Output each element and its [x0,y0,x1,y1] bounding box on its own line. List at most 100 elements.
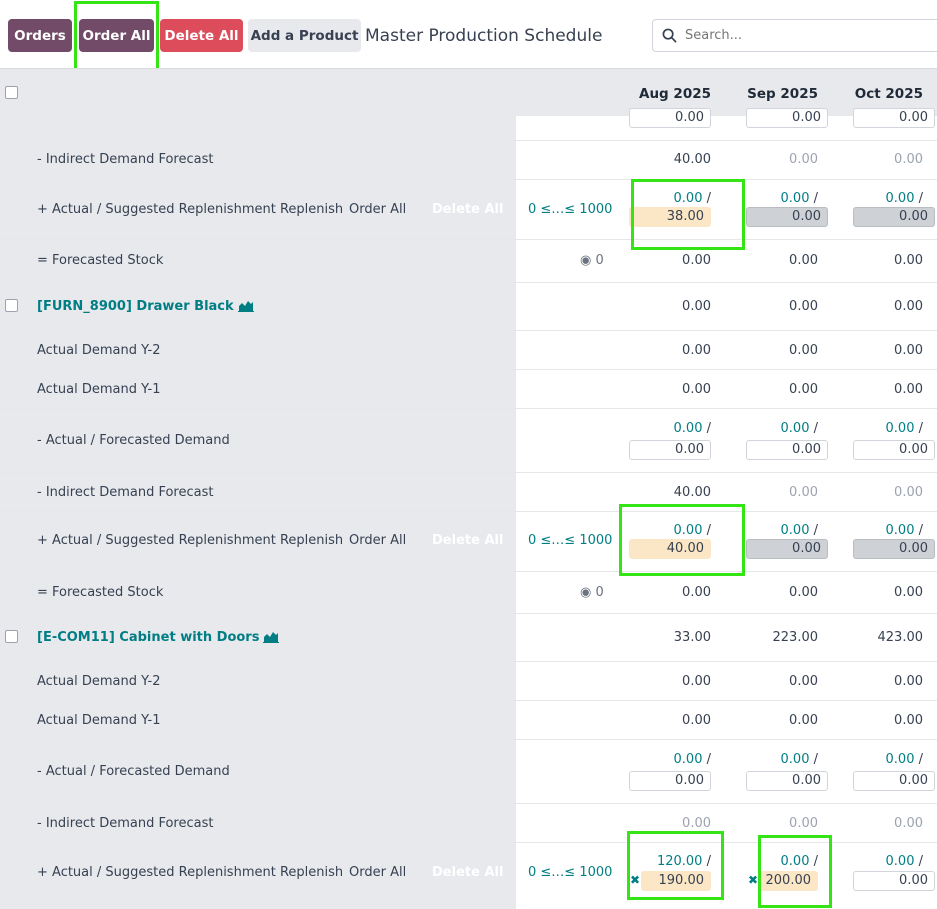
select-all-checkbox[interactable] [5,86,18,99]
row-delete-all-button[interactable]: Delete All [432,202,504,217]
cell-value: 0.00 [682,253,711,268]
cell-value: 0.00 [682,299,711,314]
replenishment-label: + Actual / Suggested Replenishment [37,533,276,548]
area-chart-icon[interactable] [237,299,254,312]
row-label-panel [0,473,516,511]
product-checkbox[interactable] [5,630,18,643]
cell-value: 0.00 [682,674,711,689]
row-label-panel [0,843,516,909]
row-label: - Indirect Demand Forecast [37,485,214,500]
forecast-input[interactable]: 0.00 [853,771,935,791]
cell-value: 0.00 [894,382,923,397]
suggested-replenishment-input[interactable]: 0.00 [853,871,935,891]
suggested-replenishment-input[interactable]: 190.00 [641,871,711,891]
replenishment-label: + Actual / Suggested Replenishment [37,202,276,217]
remove-icon[interactable]: ✖ [748,873,759,887]
forecast-input[interactable]: 0.00 [629,771,711,791]
table-row: - Actual / Forecasted Demand 0.00 / 0.00… [0,409,937,473]
forecast-input[interactable]: 0.00 [853,440,935,460]
product-checkbox[interactable] [5,299,18,312]
row-label-panel [0,409,516,472]
area-chart-icon[interactable] [263,630,280,643]
actual-demand: 0.00 / [673,421,711,436]
forecast-input[interactable]: 0.00 [746,771,828,791]
actual-demand: 0.00 / [780,752,818,767]
product-name-link[interactable]: [E-COM11] Cabinet with Doors [37,630,280,645]
cell-value: 0.00 [789,253,818,268]
table-row: Actual Demand Y-1 0.00 0.00 0.00 [0,370,937,409]
table-row: 0.00 0.00 0.00 [0,108,937,141]
replenish-link[interactable]: Replenish [279,533,344,548]
row-label: - Actual / Forecasted Demand [37,764,230,779]
table-row: + Actual / Suggested Replenishment Reple… [0,180,937,240]
forecast-input[interactable]: 0.00 [629,108,711,128]
search-box[interactable] [652,19,937,52]
row-label-panel [0,116,516,140]
table-row: - Indirect Demand Forecast 0.00 0.00 0.0… [0,804,937,843]
cell-value: 0.00 [789,816,818,831]
row-delete-all-button[interactable]: Delete All [432,533,504,548]
safety-stock-range[interactable]: 0 ≤…≤ 1000 [528,202,613,217]
month-header: Oct 2025 [854,86,923,102]
suggested-replenishment-input[interactable]: 200.00 [759,871,818,891]
product-row: [E-COM11] Cabinet with Doors 33.00 223.0… [0,614,937,662]
cell-value: 40.00 [673,152,711,167]
actual-demand: 0.00 / [885,421,923,436]
remove-icon[interactable]: ✖ [630,873,641,887]
safety-stock-range[interactable]: 0 ≤…≤ 1000 [528,865,613,880]
forecast-stock-indicator[interactable]: ◉ 0 [580,253,604,268]
cell-value: 0.00 [894,299,923,314]
table-row: Actual Demand Y-1 0.00 0.00 0.00 [0,701,937,740]
row-label-panel [0,804,516,842]
suggested-replenishment-input[interactable]: 40.00 [629,539,711,559]
cell-value: 0.00 [789,382,818,397]
row-label-panel [0,614,516,661]
row-delete-all-button[interactable]: Delete All [432,865,504,880]
product-name-link[interactable]: [FURN_8900] Drawer Black [37,299,254,314]
search-input[interactable] [685,28,935,43]
replenish-link[interactable]: Replenish [279,865,344,880]
suggested-replenishment-input[interactable]: 38.00 [629,207,711,227]
orders-button[interactable]: Orders [8,19,72,52]
target-icon: ◉ [580,585,592,600]
table-row: = Forecasted Stock ◉ 0 0.00 0.00 0.00 [0,572,937,614]
row-label-panel [0,141,516,179]
cell-value: 0.00 [682,585,711,600]
row-order-all-button[interactable]: Order All [349,202,407,217]
row-label: - Actual / Forecasted Demand [37,433,230,448]
cell-value: 0.00 [894,152,923,167]
safety-stock-range[interactable]: 0 ≤…≤ 1000 [528,533,613,548]
row-order-all-button[interactable]: Order All [349,865,407,880]
row-order-all-button[interactable]: Order All [349,533,407,548]
actual-replenishment: 120.00 / [656,854,711,869]
row-label: = Forecasted Stock [37,253,164,268]
forecast-stock-indicator[interactable]: ◉ 0 [580,585,604,600]
cell-value: 0.00 [894,585,923,600]
target-icon: ◉ [580,253,592,268]
actual-replenishment: 0.00 / [780,191,818,206]
table-row: - Indirect Demand Forecast 40.00 0.00 0.… [0,473,937,512]
forecast-input[interactable]: 0.00 [746,108,828,128]
suggested-replenishment-input[interactable]: 0.00 [853,207,935,227]
actual-demand: 0.00 / [780,421,818,436]
row-label-panel [0,740,516,803]
cell-value: 0.00 [682,713,711,728]
order-all-button[interactable]: Order All [79,19,154,52]
month-header: Aug 2025 [639,86,711,102]
suggested-replenishment-input[interactable]: 0.00 [746,207,828,227]
delete-all-button[interactable]: Delete All [160,19,243,52]
replenish-link[interactable]: Replenish [279,202,344,217]
cell-value: 40.00 [673,485,711,500]
forecast-input[interactable]: 0.00 [746,440,828,460]
add-product-button[interactable]: Add a Product [248,19,361,52]
forecast-input[interactable]: 0.00 [853,108,935,128]
row-label-panel [0,240,516,282]
row-label: - Indirect Demand Forecast [37,816,214,831]
suggested-replenishment-input[interactable]: 0.00 [853,539,935,559]
cell-value: 0.00 [682,343,711,358]
row-label-panel [0,572,516,613]
cell-value: 33.00 [673,630,711,645]
page-title: Master Production Schedule [365,26,603,46]
suggested-replenishment-input[interactable]: 0.00 [746,539,828,559]
forecast-input[interactable]: 0.00 [629,440,711,460]
